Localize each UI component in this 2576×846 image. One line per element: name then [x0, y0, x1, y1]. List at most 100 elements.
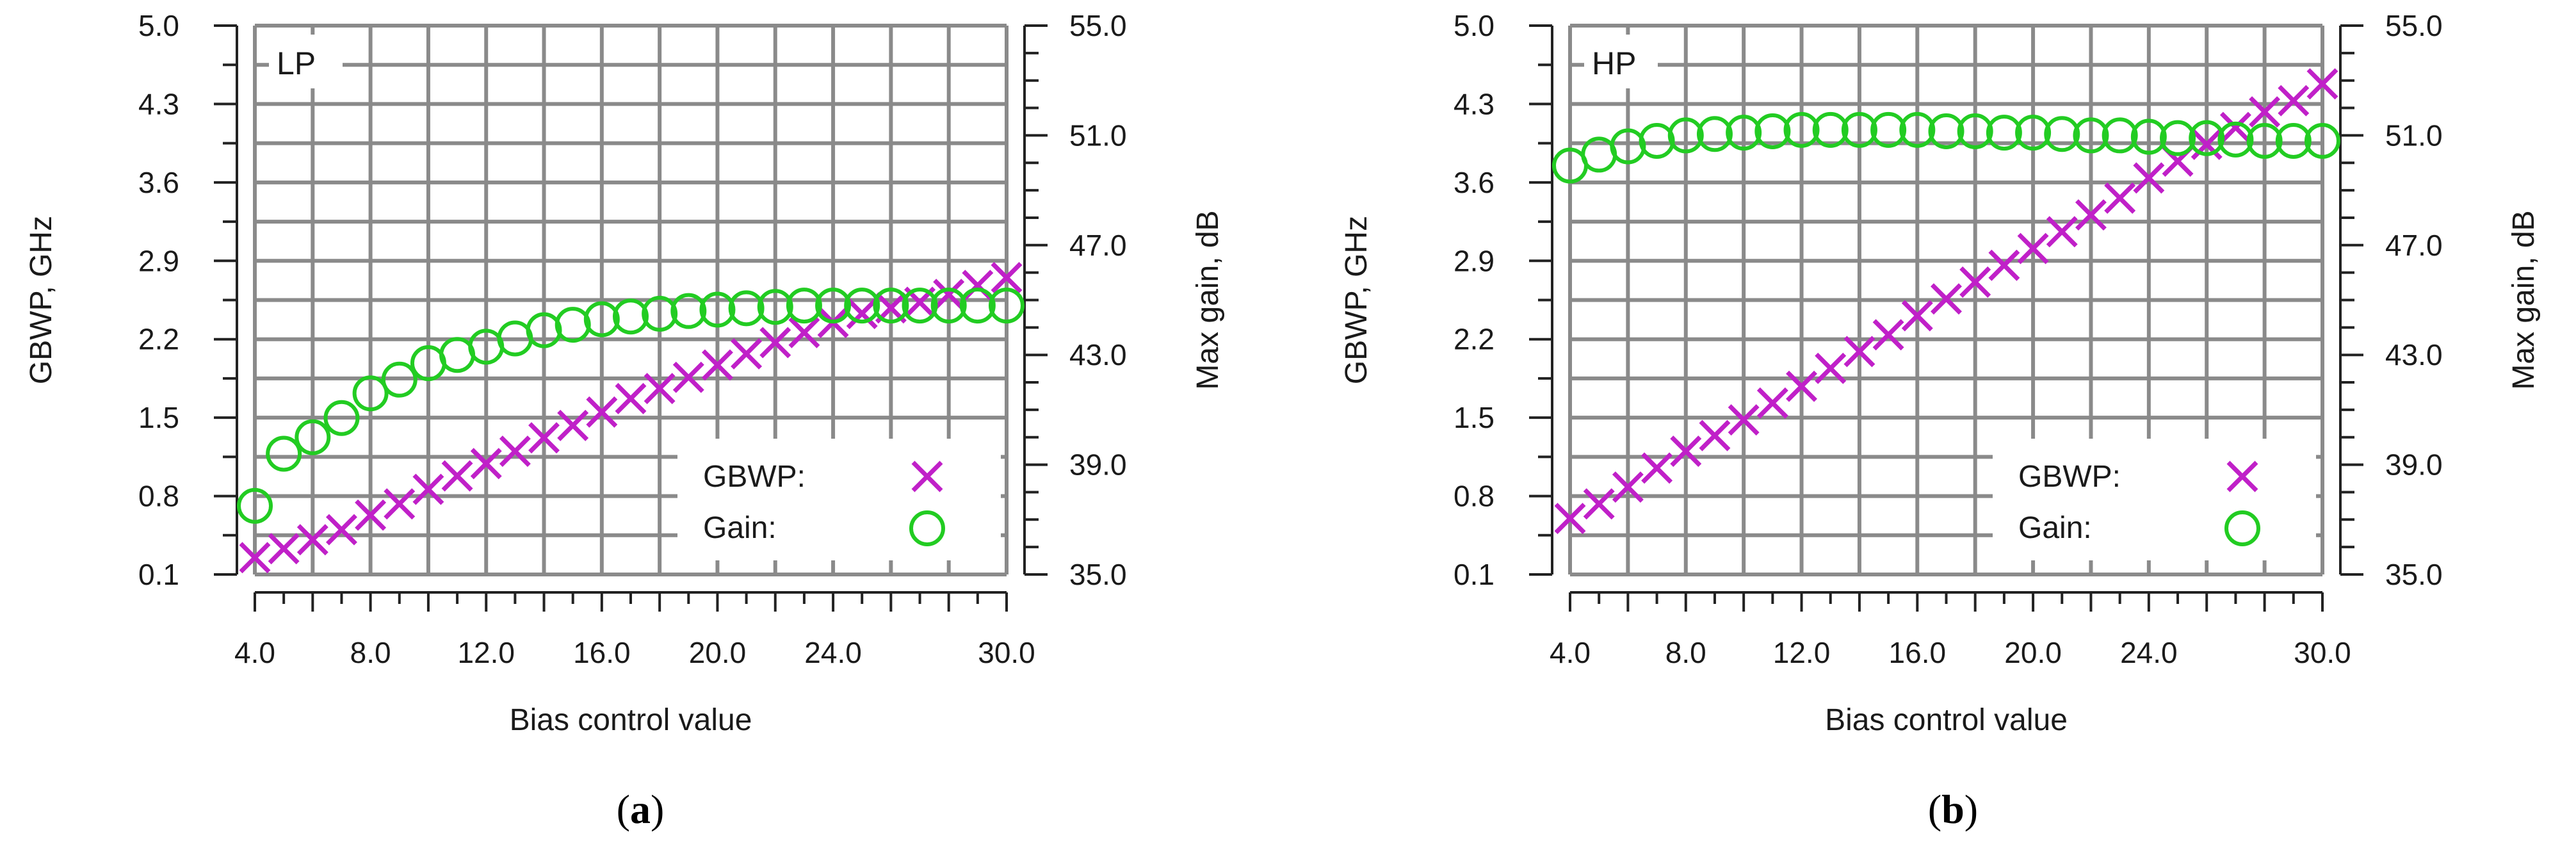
panel-caption: (a) — [617, 786, 665, 832]
data-point-gain — [2275, 122, 2312, 159]
data-point-gbwp — [1554, 503, 1586, 535]
data-point-gain — [468, 329, 505, 365]
data-point-gain — [728, 290, 765, 327]
left-tick-label: 4.3 — [1454, 87, 1495, 120]
data-point-gain — [2073, 117, 2109, 154]
data-point-gbwp — [1612, 471, 1644, 503]
data-point-gbwp — [1641, 452, 1673, 484]
legend-marker-x — [911, 460, 943, 492]
data-point-gain — [237, 487, 273, 524]
legend-label-gbwp: GBWP: — [2018, 460, 2121, 494]
data-point-gbwp — [1959, 266, 1991, 298]
data-point-gbwp — [701, 349, 733, 381]
data-point-gbwp — [2249, 96, 2281, 128]
y-axis-label-left: GBWP, GHz — [24, 216, 58, 384]
data-point-gain — [2102, 117, 2138, 154]
data-point-gain — [1928, 113, 1964, 149]
left-tick-label: 3.6 — [138, 166, 179, 199]
data-point-gain — [1783, 111, 1820, 148]
right-tick-label: 51.0 — [2385, 118, 2443, 152]
data-point-gbwp — [2278, 85, 2310, 117]
data-point-gbwp — [1670, 435, 1702, 468]
x-tick-label: 24.0 — [2120, 636, 2178, 669]
data-point-gbwp — [1699, 419, 1731, 451]
data-point-gain — [266, 435, 302, 472]
data-point-gain — [497, 320, 533, 357]
right-tick-label: 35.0 — [2385, 558, 2443, 591]
data-point-gain — [1581, 136, 1617, 173]
right-tick-label: 55.0 — [2385, 9, 2443, 42]
panel-tag-background — [1584, 35, 1658, 88]
data-point-gain — [989, 288, 1025, 324]
data-point-gain — [613, 298, 649, 335]
right-tick-label: 47.0 — [1069, 229, 1127, 262]
data-point-gain — [699, 291, 736, 328]
left-tick-label: 5.0 — [138, 9, 179, 42]
data-point-gbwp — [991, 262, 1023, 293]
data-point-gain — [1899, 111, 1936, 148]
y-axis-label-left: GBWP, GHz — [1340, 216, 1373, 384]
data-point-gain — [526, 312, 562, 348]
data-point-gbwp — [325, 514, 357, 546]
data-point-gbwp — [2075, 199, 2107, 231]
data-point-gain — [2305, 122, 2340, 159]
legend-background — [677, 439, 1001, 560]
right-tick-label: 39.0 — [1069, 448, 1127, 482]
data-point-gbwp — [2219, 111, 2251, 143]
left-tick-label: 5.0 — [1454, 9, 1495, 42]
legend-marker-circle — [909, 510, 945, 546]
data-point-gbwp — [412, 473, 444, 505]
data-point-gain — [2130, 118, 2167, 155]
data-point-gain — [1841, 111, 1877, 148]
panel-caption: (b) — [1928, 786, 1978, 832]
data-point-gain — [844, 288, 880, 324]
x-tick-label: 20.0 — [2004, 636, 2062, 669]
x-tick-label: 16.0 — [1889, 636, 1947, 669]
data-point-gain — [410, 345, 446, 382]
x-axis-label: Bias control value — [1825, 703, 2068, 737]
right-tick-label: 47.0 — [2385, 229, 2443, 262]
data-point-gbwp — [1988, 249, 2020, 281]
data-point-gain — [642, 295, 678, 332]
data-point-gbwp — [615, 382, 647, 414]
left-tick-label: 0.1 — [1454, 558, 1495, 591]
right-tick-label: 55.0 — [1069, 9, 1127, 42]
data-point-gain — [757, 289, 793, 325]
left-tick-label: 0.8 — [1454, 480, 1495, 513]
data-point-gbwp — [441, 460, 473, 492]
data-point-gain — [323, 400, 360, 436]
data-point-gbwp — [384, 488, 416, 520]
panel-tag-background — [269, 35, 343, 88]
data-point-gbwp — [788, 316, 820, 348]
data-point-gain — [555, 307, 591, 343]
data-point-gbwp — [296, 524, 328, 556]
data-point-gain — [786, 288, 822, 324]
x-tick-label: 12.0 — [1773, 636, 1831, 669]
x-axis-label: Bias control value — [510, 703, 752, 737]
x-tick-label: 24.0 — [804, 636, 862, 669]
data-point-gbwp — [846, 298, 878, 329]
data-point-gain — [2189, 120, 2225, 156]
legend-background — [1993, 439, 2316, 560]
legend-label-gbwp: GBWP: — [703, 460, 806, 494]
legend-label-gain: Gain: — [703, 511, 777, 545]
data-point-gain — [1870, 111, 1907, 148]
x-tick-label: 30.0 — [2294, 636, 2351, 669]
data-point-gain — [2015, 115, 2052, 151]
x-tick-label: 8.0 — [1665, 636, 1706, 669]
data-point-gbwp — [1815, 352, 1847, 384]
data-point-gbwp — [2133, 162, 2165, 194]
data-point-gain — [902, 288, 938, 324]
chart-panel-hp: 5.0 4.3 3.6 2.9 2.2 1.5 0.8 0.1 55.0 51.0 47.0 43.0… — [1340, 9, 2541, 832]
data-point-gbwp — [1872, 319, 1904, 351]
right-tick-label: 43.0 — [1069, 338, 1127, 371]
data-point-gbwp — [731, 338, 763, 370]
data-point-gain — [1726, 115, 1762, 151]
data-point-gbwp — [1843, 336, 1875, 368]
data-point-gbwp — [2104, 182, 2136, 214]
data-point-gbwp — [759, 327, 791, 359]
data-point-gbwp — [933, 279, 965, 311]
data-point-gain — [2160, 120, 2196, 156]
data-point-gain — [1639, 122, 1675, 159]
